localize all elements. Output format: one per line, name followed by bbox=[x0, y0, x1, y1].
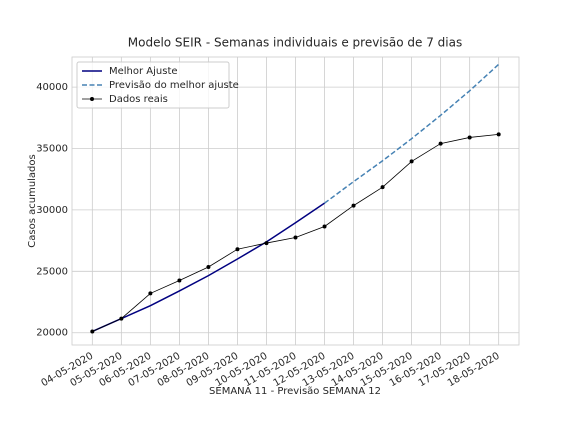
legend-label: Dados reais bbox=[109, 94, 168, 105]
data-point bbox=[235, 247, 240, 252]
legend-label: Melhor Ajuste bbox=[109, 66, 178, 77]
series-line bbox=[92, 202, 325, 333]
data-point bbox=[322, 224, 327, 229]
y-tick-label: 25000 bbox=[36, 266, 68, 277]
series-line bbox=[324, 63, 500, 204]
data-point bbox=[496, 132, 501, 137]
y-axis-label: Casos acumulados bbox=[27, 154, 38, 247]
data-point bbox=[206, 265, 211, 270]
y-tick-label: 35000 bbox=[36, 143, 68, 154]
data-point bbox=[438, 141, 443, 146]
legend-label: Previsão do melhor ajuste bbox=[109, 80, 239, 91]
y-tick-label: 40000 bbox=[36, 82, 68, 93]
y-tick-label: 20000 bbox=[36, 328, 68, 339]
y-tick-label: 30000 bbox=[36, 205, 68, 216]
legend-box bbox=[76, 61, 230, 109]
data-point bbox=[380, 185, 385, 190]
chart-title: Modelo SEIR - Semanas individuais e prev… bbox=[128, 36, 462, 50]
legend-marker bbox=[90, 97, 94, 101]
data-point bbox=[467, 135, 472, 140]
data-point bbox=[293, 235, 298, 240]
data-point bbox=[264, 241, 269, 246]
data-point bbox=[177, 278, 182, 283]
data-point bbox=[409, 159, 414, 164]
x-axis-label: SEMANA 11 - Previsão SEMANA 12 bbox=[209, 386, 381, 397]
data-point bbox=[119, 316, 124, 321]
plot-frame bbox=[71, 56, 520, 346]
data-point bbox=[90, 329, 95, 334]
data-point bbox=[351, 203, 356, 208]
data-point bbox=[148, 291, 153, 296]
